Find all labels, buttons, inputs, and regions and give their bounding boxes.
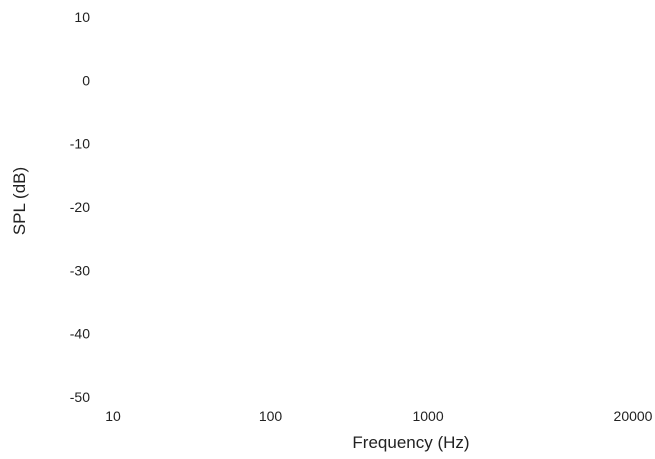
y-tick-label: -10 <box>70 136 90 152</box>
x-tick-label: 1000 <box>412 408 443 424</box>
x-tick-label: 20000 <box>614 408 653 424</box>
x-tick-label: 10 <box>105 408 121 424</box>
x-tick-label: 100 <box>259 408 283 424</box>
y-axis-tick-labels: 10 0 -10 -20 -30 -40 -50 <box>70 9 90 405</box>
y-tick-label: -40 <box>70 326 90 342</box>
x-axis-tick-labels: 10 100 1000 20000 <box>105 408 652 424</box>
x-axis-label: Frequency (Hz) <box>352 433 469 452</box>
y-axis-label: SPL (dB) <box>10 167 29 235</box>
y-tick-label: 0 <box>82 72 90 88</box>
y-tick-label: -20 <box>70 199 90 215</box>
y-tick-label: -30 <box>70 262 90 278</box>
y-tick-label: -50 <box>70 389 90 405</box>
y-tick-label: 10 <box>74 9 90 25</box>
